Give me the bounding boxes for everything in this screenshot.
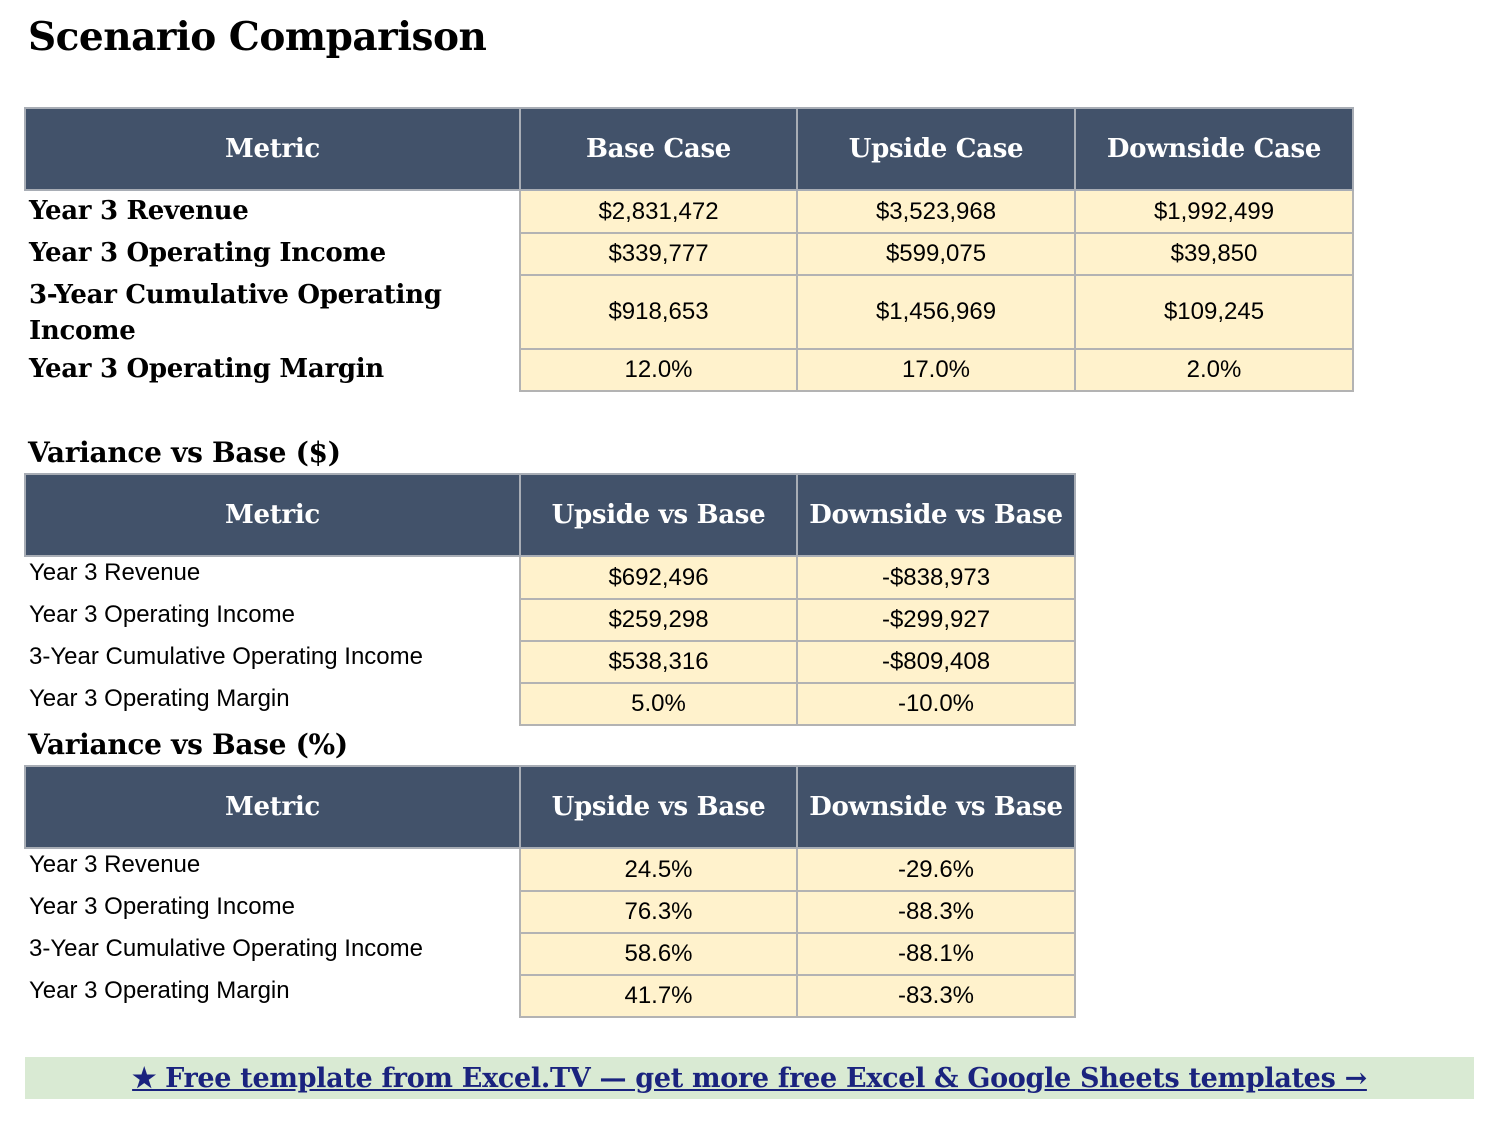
row-label: Year 3 Revenue bbox=[29, 196, 249, 226]
table-cell[interactable]: $2,831,472 bbox=[519, 189, 798, 234]
row-label: Year 3 Operating Margin bbox=[29, 354, 384, 384]
section-title-variance-percent: Variance vs Base (%) bbox=[28, 728, 348, 761]
table-cell[interactable]: $538,316 bbox=[519, 640, 798, 684]
table-row: 3-Year Cumulative Operating Income $538,… bbox=[25, 640, 1076, 684]
table-row: Year 3 Operating Margin 41.7% -83.3% bbox=[25, 974, 1076, 1018]
table-header-row: Metric Upside vs Base Downside vs Base bbox=[24, 473, 1076, 557]
table-row: Year 3 Operating Margin 12.0% 17.0% 2.0% bbox=[25, 348, 1354, 392]
table-cell[interactable]: -$809,408 bbox=[796, 640, 1076, 684]
table-cell[interactable]: $1,456,969 bbox=[796, 274, 1076, 350]
table-cell[interactable]: $109,245 bbox=[1074, 274, 1354, 350]
table-row: Year 3 Operating Income $339,777 $599,07… bbox=[25, 232, 1354, 276]
table-cell[interactable]: $3,523,968 bbox=[796, 189, 1076, 234]
row-label: 3-Year Cumulative Operating Income bbox=[29, 643, 423, 670]
table-cell[interactable]: -$299,927 bbox=[796, 598, 1076, 642]
table-cell[interactable]: $259,298 bbox=[519, 598, 798, 642]
table-cell[interactable]: 17.0% bbox=[796, 348, 1076, 392]
table-cell[interactable]: $918,653 bbox=[519, 274, 798, 350]
table-cell[interactable]: $692,496 bbox=[519, 555, 798, 600]
table-cell[interactable]: 76.3% bbox=[519, 890, 798, 934]
table-row: Year 3 Revenue $2,831,472 $3,523,968 $1,… bbox=[25, 189, 1354, 234]
table-row: Year 3 Operating Margin 5.0% -10.0% bbox=[25, 682, 1076, 726]
table-cell[interactable]: -10.0% bbox=[796, 682, 1076, 726]
table-row: Year 3 Revenue 24.5% -29.6% bbox=[25, 847, 1076, 892]
table-cell[interactable]: 5.0% bbox=[519, 682, 798, 726]
column-header: Downside vs Base bbox=[796, 765, 1076, 849]
table-cell[interactable]: 12.0% bbox=[519, 348, 798, 392]
table-header-row: Metric Upside vs Base Downside vs Base bbox=[24, 765, 1076, 849]
column-header: Base Case bbox=[519, 107, 798, 191]
row-label: 3-Year Cumulative Operating Income bbox=[29, 935, 423, 962]
table-cell[interactable]: 24.5% bbox=[519, 847, 798, 892]
table-row: Year 3 Operating Income 76.3% -88.3% bbox=[25, 890, 1076, 934]
column-header: Upside Case bbox=[796, 107, 1076, 191]
table-cell[interactable]: -29.6% bbox=[796, 847, 1076, 892]
table-cell[interactable]: $39,850 bbox=[1074, 232, 1354, 276]
table-cell[interactable]: -$838,973 bbox=[796, 555, 1076, 600]
row-label: 3-Year Cumulative Operating Income bbox=[29, 280, 442, 346]
table-cell[interactable]: -83.3% bbox=[796, 974, 1076, 1018]
table-cell[interactable]: -88.1% bbox=[796, 932, 1076, 976]
table-row: 3-Year Cumulative Operating Income 58.6%… bbox=[25, 932, 1076, 976]
table-cell[interactable]: 41.7% bbox=[519, 974, 798, 1018]
section-title-variance-dollar: Variance vs Base ($) bbox=[28, 436, 341, 469]
column-header: Metric bbox=[24, 107, 521, 191]
row-label: Year 3 Operating Income bbox=[29, 893, 295, 920]
scenario-comparison-table: Metric Base Case Upside Case Downside Ca… bbox=[24, 107, 1354, 392]
page-title: Scenario Comparison bbox=[28, 14, 487, 60]
column-header: Metric bbox=[24, 765, 521, 849]
column-header: Metric bbox=[24, 473, 521, 557]
row-label: Year 3 Revenue bbox=[29, 559, 201, 586]
column-header: Upside vs Base bbox=[519, 473, 798, 557]
row-label: Year 3 Operating Income bbox=[29, 601, 295, 628]
column-header: Upside vs Base bbox=[519, 765, 798, 849]
table-cell[interactable]: $339,777 bbox=[519, 232, 798, 276]
templates-link[interactable]: ★ Free template from Excel.TV — get more… bbox=[132, 1063, 1367, 1094]
footer-banner: ★ Free template from Excel.TV — get more… bbox=[25, 1057, 1474, 1099]
row-label: Year 3 Operating Income bbox=[29, 238, 386, 268]
table-row: Year 3 Revenue $692,496 -$838,973 bbox=[25, 555, 1076, 600]
table-cell[interactable]: $599,075 bbox=[796, 232, 1076, 276]
table-cell[interactable]: $1,992,499 bbox=[1074, 189, 1354, 234]
column-header: Downside Case bbox=[1074, 107, 1354, 191]
variance-percent-table: Metric Upside vs Base Downside vs Base Y… bbox=[24, 765, 1076, 1018]
table-cell[interactable]: 2.0% bbox=[1074, 348, 1354, 392]
row-label: Year 3 Revenue bbox=[29, 851, 201, 878]
row-label: Year 3 Operating Margin bbox=[29, 977, 290, 1004]
column-header: Downside vs Base bbox=[796, 473, 1076, 557]
table-cell[interactable]: -88.3% bbox=[796, 890, 1076, 934]
variance-dollar-table: Metric Upside vs Base Downside vs Base Y… bbox=[24, 473, 1076, 726]
table-header-row: Metric Base Case Upside Case Downside Ca… bbox=[24, 107, 1354, 191]
row-label: Year 3 Operating Margin bbox=[29, 685, 290, 712]
table-cell[interactable]: 58.6% bbox=[519, 932, 798, 976]
table-row: 3-Year Cumulative Operating Income $918,… bbox=[25, 274, 1354, 350]
table-row: Year 3 Operating Income $259,298 -$299,9… bbox=[25, 598, 1076, 642]
